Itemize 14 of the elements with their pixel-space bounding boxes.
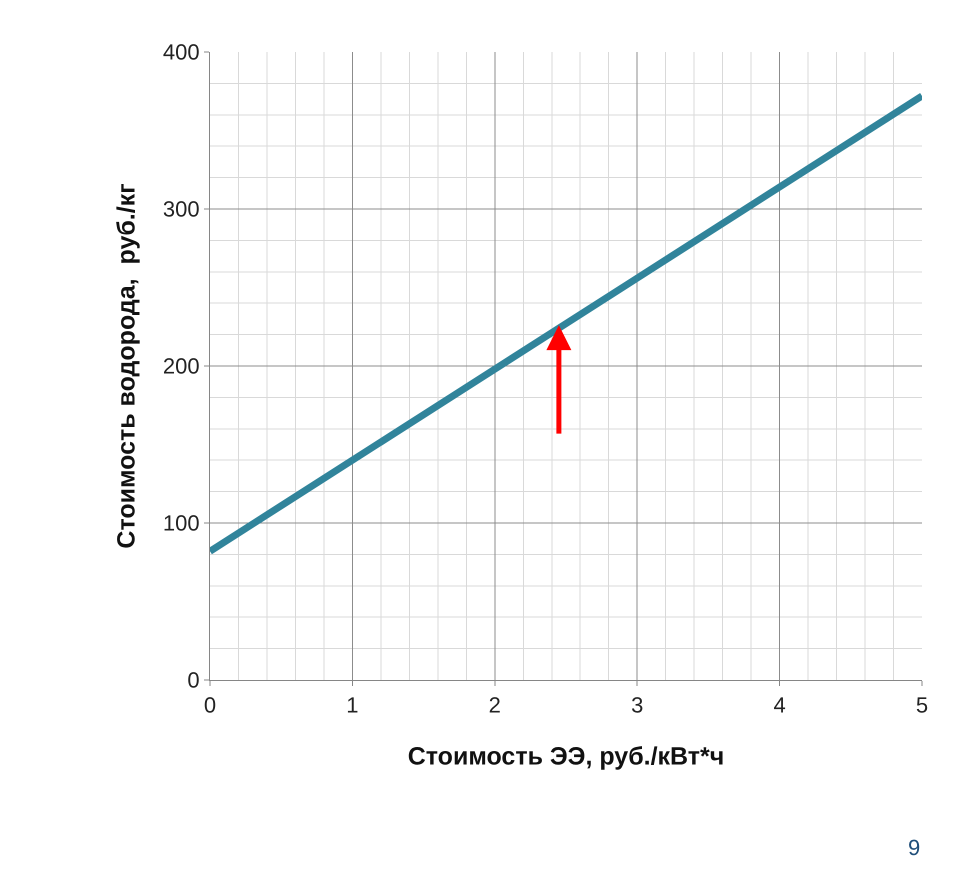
y-tick-label: 0 (187, 668, 200, 693)
y-tick-label: 400 (162, 40, 200, 65)
y-tick-label: 100 (162, 510, 200, 536)
x-tick-label: 5 (916, 692, 928, 718)
y-tick-label: 200 (162, 354, 200, 379)
x-tick-label: 2 (488, 692, 501, 718)
text: 9 (908, 835, 920, 860)
x-tick-label: 1 (346, 692, 359, 718)
x-tick-label: 3 (631, 692, 644, 718)
x-tick-label: 0 (204, 692, 216, 718)
y-axis-title: Стоимость водорода, руб./кг (112, 183, 141, 549)
y-tick-label: 300 (162, 196, 200, 222)
x-axis-title: Стоимость ЭЭ, руб./кВт*ч (408, 742, 724, 770)
x-tick-label: 4 (773, 692, 786, 718)
